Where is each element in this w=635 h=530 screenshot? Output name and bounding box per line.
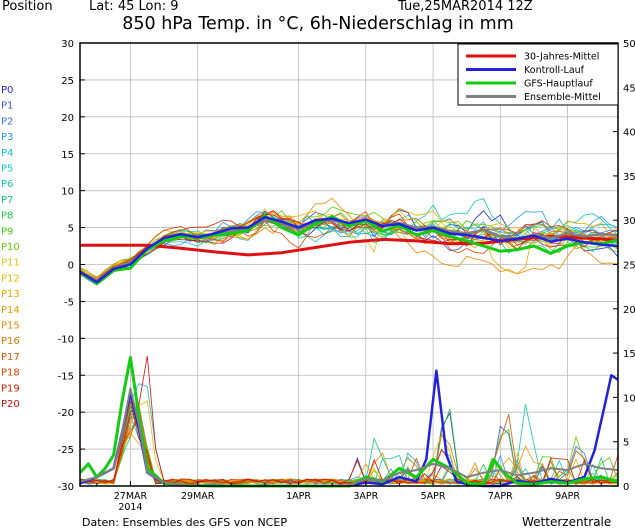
y-right-tick-label: 5 xyxy=(623,438,629,449)
y-right-tick-label: 20 xyxy=(623,305,635,316)
y-left-tick-label: 20 xyxy=(61,113,74,124)
member-label: P1 xyxy=(1,101,13,112)
member-label: P5 xyxy=(1,164,13,175)
x-tick-label: 3APR xyxy=(353,491,378,502)
member-label: P20 xyxy=(1,399,20,410)
y-right-tick-label: 35 xyxy=(623,172,635,183)
data-source: Daten: Ensembles des GFS von NCEP xyxy=(82,516,287,529)
member-label: P2 xyxy=(1,116,13,127)
member-label: P12 xyxy=(1,273,20,284)
member-label: P8 xyxy=(1,211,13,222)
y-left-tick-label: 5 xyxy=(68,224,74,235)
y-left-tick-label: 10 xyxy=(61,187,74,198)
x-tick-label: 5APR xyxy=(421,491,446,502)
grid-lines xyxy=(80,43,618,486)
y-left-tick-label: -15 xyxy=(58,371,74,382)
member-label: P13 xyxy=(1,289,20,300)
y-left-tick-label: -10 xyxy=(58,334,74,345)
y-right-tick-label: 30 xyxy=(623,216,635,227)
x-tick-label: 29MAR xyxy=(181,491,215,502)
legend-label: Ensemble-Mittel xyxy=(524,92,601,103)
member-label: P11 xyxy=(1,258,20,269)
member-label: P14 xyxy=(1,305,20,316)
run-time-label: Tue,25MAR2014 12Z xyxy=(397,0,533,14)
y-right-tick-label: 50 xyxy=(623,39,635,50)
legend-label: Kontroll-Lauf xyxy=(524,65,585,76)
y-left-tick-label: -5 xyxy=(64,297,74,308)
y-left-tick-label: -25 xyxy=(58,445,74,456)
gfs-hauptlauf-line xyxy=(79,214,619,286)
y-right-tick-label: 10 xyxy=(623,393,635,404)
x-tick-label: 9APR xyxy=(555,491,580,502)
gfs-hauptlauf-niederschlag-line xyxy=(78,356,619,488)
x-tick-label: 1APR xyxy=(286,491,311,502)
legend-box xyxy=(457,43,619,106)
member-temp-line xyxy=(79,208,619,278)
x-tick-label: 27MAR xyxy=(114,491,148,502)
x-tick-label: 7APR xyxy=(488,491,513,502)
chart-title: 850 hPa Temp. in °C, 6h-Niederschlag in … xyxy=(122,14,514,34)
legend: 30-Jahres-Mittel Kontroll-Lauf GFS-Hauptla… xyxy=(457,43,619,106)
member-label: P10 xyxy=(1,242,20,253)
y-right-tick-label: 45 xyxy=(623,83,635,94)
member-label: P7 xyxy=(1,195,13,206)
y-left-tick-label: 0 xyxy=(68,261,74,272)
member-label: P16 xyxy=(1,336,20,347)
y-left-axis: 30 25 20 15 10 5 0 -5 -10 -15 -20 -25 -30 xyxy=(58,39,85,493)
y-left-tick-label: -30 xyxy=(58,482,74,493)
y-left-tick-label: 30 xyxy=(61,39,74,50)
legend-label: 30-Jahres-Mittel xyxy=(524,52,599,63)
y-right-tick-label: 15 xyxy=(623,349,635,360)
member-label: P0 xyxy=(1,85,13,96)
main-series-lines xyxy=(78,214,619,488)
member-label: P3 xyxy=(1,132,13,143)
brand-label: Wetterzentrale xyxy=(522,515,611,529)
ensemble-mittel-niederschlag-line xyxy=(79,387,619,487)
y-right-tick-label: 0 xyxy=(623,482,629,493)
lat-lon-label: Lat: 45 Lon: 9 xyxy=(89,0,178,14)
member-label: P15 xyxy=(1,321,20,332)
member-label: P18 xyxy=(1,368,20,379)
member-label: P17 xyxy=(1,352,20,363)
legend-label: GFS-Hauptlauf xyxy=(524,79,593,90)
y-right-tick-label: 40 xyxy=(623,128,635,139)
member-temp-line xyxy=(79,197,619,279)
member-labels: P0 P1 P2 P3 P4 P5 P6 P7 P8 P9 P10 P11 P12 P13 P14 P15 P1… xyxy=(1,85,20,410)
position-label: Position xyxy=(2,0,53,14)
member-label: P4 xyxy=(1,148,13,159)
member-label: P9 xyxy=(1,226,13,237)
y-left-tick-label: 15 xyxy=(61,150,74,161)
member-label: P6 xyxy=(1,179,13,190)
member-label: P19 xyxy=(1,383,20,394)
x-tick-year: 2014 xyxy=(118,502,142,513)
30-jahres-mittel-line xyxy=(80,234,619,257)
y-left-tick-label: -20 xyxy=(58,408,74,419)
kontroll-lauf-line xyxy=(79,215,619,284)
y-left-tick-label: 25 xyxy=(61,76,74,87)
y-right-tick-label: 25 xyxy=(623,261,635,272)
